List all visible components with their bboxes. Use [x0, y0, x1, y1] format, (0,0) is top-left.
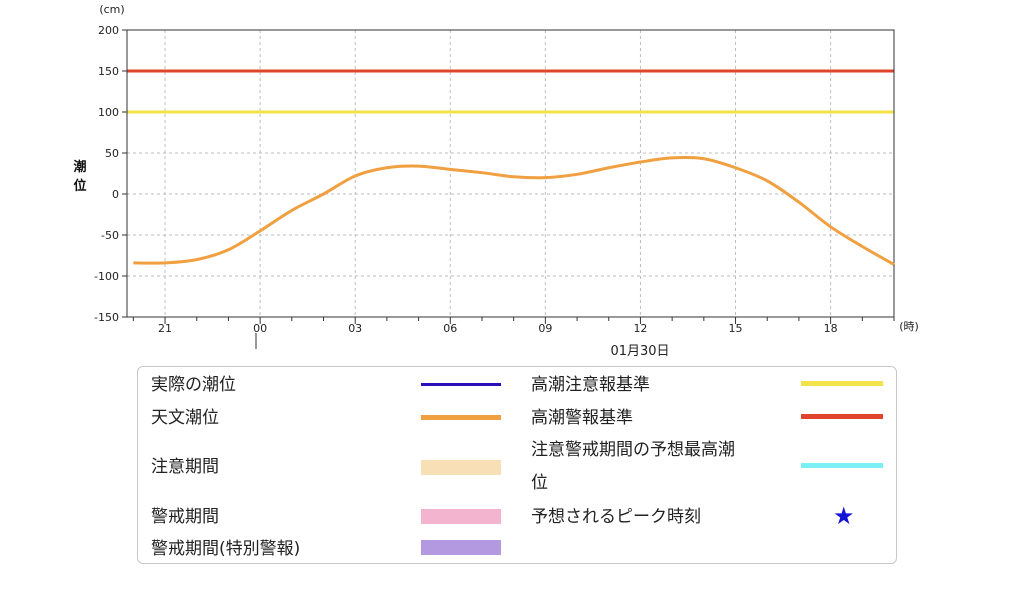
series-lines — [133, 156, 895, 266]
y-axis-ticks: 200 150 100 50 0 -50 -100 -150 — [94, 24, 127, 324]
y-tick-label: 200 — [98, 24, 119, 37]
legend-swatch-special-warning-period — [421, 540, 501, 555]
legend-swatch-storm-surge-advisory — [801, 381, 883, 386]
x-tick-label: 09 — [538, 322, 552, 335]
legend: 実際の潮位 天文潮位 注意期間 警戒期間 警戒期間(特別警報) 高潮注意報基準 … — [137, 366, 897, 564]
legend-label-storm-surge-warning: 高潮警報基準 — [531, 408, 633, 428]
tide-chart: 200 150 100 50 0 -50 -100 -150 21 00 03 06 09 12 15 18… — [73, 3, 919, 359]
x-axis-ticks: 21 00 03 06 09 12 15 18 — [132, 317, 895, 335]
legend-swatch-caution-period — [421, 460, 501, 475]
x-unit-label: (時) — [899, 320, 919, 333]
series-line-astronomical-tide — [133, 156, 895, 266]
x-tick-label: 00 — [253, 322, 267, 335]
y-tick-label: -50 — [101, 229, 119, 242]
legend-label-predicted-peak-time: 予想されるピーク時刻 — [531, 507, 701, 527]
legend-swatch-storm-surge-warning — [801, 414, 883, 419]
grid-lines — [127, 30, 894, 317]
y-tick-label: -100 — [94, 270, 119, 283]
y-tick-label: 50 — [105, 147, 119, 160]
legend-label-predicted-max-tide-line1: 注意警戒期間の予想最高潮 — [531, 440, 735, 460]
legend-label-storm-surge-advisory: 高潮注意報基準 — [531, 375, 650, 395]
y-tick-label: 0 — [112, 188, 119, 201]
legend-swatch-astronomical-tide — [421, 415, 501, 420]
legend-label-astronomical-tide: 天文潮位 — [151, 408, 219, 428]
x-tick-label: 18 — [824, 322, 838, 335]
threshold-lines — [127, 69, 894, 114]
date-label: 01月30日 — [610, 344, 669, 359]
legend-label-caution-period: 注意期間 — [151, 457, 219, 477]
y-axis-label-char-2: 位 — [73, 178, 86, 194]
plot-frame — [126, 29, 895, 318]
legend-swatch-actual-tide — [421, 383, 501, 386]
x-tick-label: 15 — [729, 322, 743, 335]
legend-label-actual-tide: 実際の潮位 — [151, 375, 236, 395]
x-tick-label: 21 — [158, 322, 172, 335]
x-tick-label: 03 — [348, 322, 362, 335]
y-tick-label: 150 — [98, 65, 119, 78]
legend-label-warning-period: 警戒期間 — [151, 507, 219, 527]
y-tick-label: 100 — [98, 106, 119, 119]
y-unit-label: (cm) — [99, 3, 124, 16]
y-tick-label: -150 — [94, 311, 119, 324]
legend-label-special-warning-period: 警戒期間(特別警報) — [151, 539, 301, 559]
legend-label-predicted-max-tide-line2: 位 — [531, 473, 548, 493]
x-tick-label: 06 — [443, 322, 457, 335]
y-axis-label-char-1: 潮 — [73, 159, 86, 175]
star-icon: ★ — [833, 502, 855, 530]
legend-swatch-warning-period — [421, 509, 501, 524]
x-tick-label: 12 — [633, 322, 647, 335]
legend-swatch-predicted-max-tide — [801, 463, 883, 468]
